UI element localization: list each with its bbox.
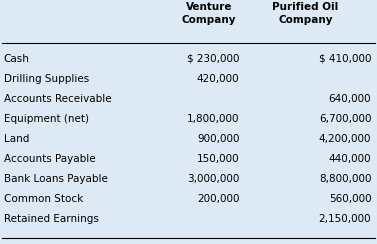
Text: 6,700,000: 6,700,000	[319, 114, 371, 124]
Text: 420,000: 420,000	[197, 74, 239, 84]
Text: Drilling Supplies: Drilling Supplies	[4, 74, 89, 84]
Text: 150,000: 150,000	[197, 154, 239, 164]
Text: Accounts Payable: Accounts Payable	[4, 154, 95, 164]
Text: 640,000: 640,000	[329, 94, 371, 104]
Text: 200,000: 200,000	[197, 194, 239, 204]
Text: Bank Loans Payable: Bank Loans Payable	[4, 174, 108, 184]
Text: Land: Land	[4, 134, 29, 144]
Text: 2,150,000: 2,150,000	[319, 214, 371, 224]
Text: 440,000: 440,000	[329, 154, 371, 164]
Text: Equipment (net): Equipment (net)	[4, 114, 89, 124]
Text: Common Stock: Common Stock	[4, 194, 83, 204]
Text: $ 230,000: $ 230,000	[187, 54, 239, 64]
Text: 4,200,000: 4,200,000	[319, 134, 371, 144]
Text: Venture
Company: Venture Company	[182, 2, 236, 25]
Text: Cash: Cash	[4, 54, 30, 64]
Text: 1,800,000: 1,800,000	[187, 114, 239, 124]
Text: Accounts Receivable: Accounts Receivable	[4, 94, 111, 104]
Text: 8,800,000: 8,800,000	[319, 174, 371, 184]
Text: 900,000: 900,000	[197, 134, 239, 144]
Text: 3,000,000: 3,000,000	[187, 174, 239, 184]
Text: 560,000: 560,000	[329, 194, 371, 204]
Text: Retained Earnings: Retained Earnings	[4, 214, 99, 224]
Text: $ 410,000: $ 410,000	[319, 54, 371, 64]
Text: Purified Oil
Company: Purified Oil Company	[272, 2, 339, 25]
